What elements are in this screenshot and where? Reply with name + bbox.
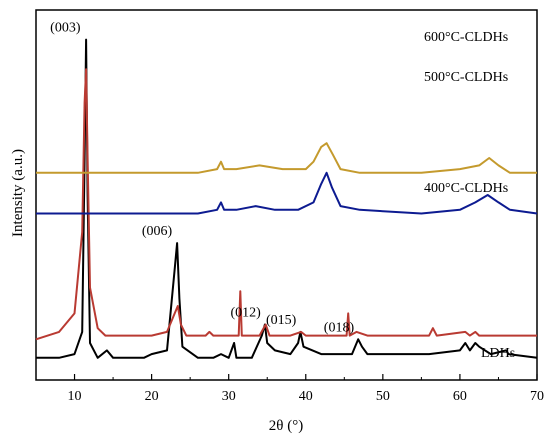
plot-frame xyxy=(35,9,538,381)
x-tick-label: 70 xyxy=(530,389,544,404)
series-label-ldhs: LDHs xyxy=(481,346,515,361)
y-axis-label: Intensity (a.u.) xyxy=(10,149,26,237)
peak-label: (012) xyxy=(231,306,262,321)
x-tick-label: 10 xyxy=(68,389,82,404)
x-axis-label: 2θ (°) xyxy=(269,418,303,434)
series-line-ldhs xyxy=(36,38,538,359)
series-lines xyxy=(35,38,538,359)
series-label-400: 400°C-CLDHs xyxy=(424,181,508,196)
series-line-400-c-cldhs xyxy=(35,68,537,341)
series-label-500: 500°C-CLDHs xyxy=(424,70,508,85)
peak-label: (018) xyxy=(324,320,355,335)
x-tick-label: 20 xyxy=(145,389,159,404)
series-line-500-c-cldhs xyxy=(36,171,538,215)
x-tick-label: 40 xyxy=(299,389,313,404)
x-tick-label: 50 xyxy=(376,389,390,404)
x-tick-label: 60 xyxy=(453,389,467,404)
peak-label: (003) xyxy=(50,21,81,36)
x-ticks: 10 20 30 40 50 60 70 xyxy=(35,374,544,404)
peak-label: (006) xyxy=(142,224,173,239)
peak-labels: (003) (006) (012) (015) (018) xyxy=(50,21,354,336)
peak-label: (015) xyxy=(266,313,297,328)
x-tick-label: 30 xyxy=(222,389,236,404)
series-label-600: 600°C-CLDHs xyxy=(424,30,508,45)
series-line-600-c-cldhs xyxy=(36,142,537,174)
axes xyxy=(35,9,538,381)
